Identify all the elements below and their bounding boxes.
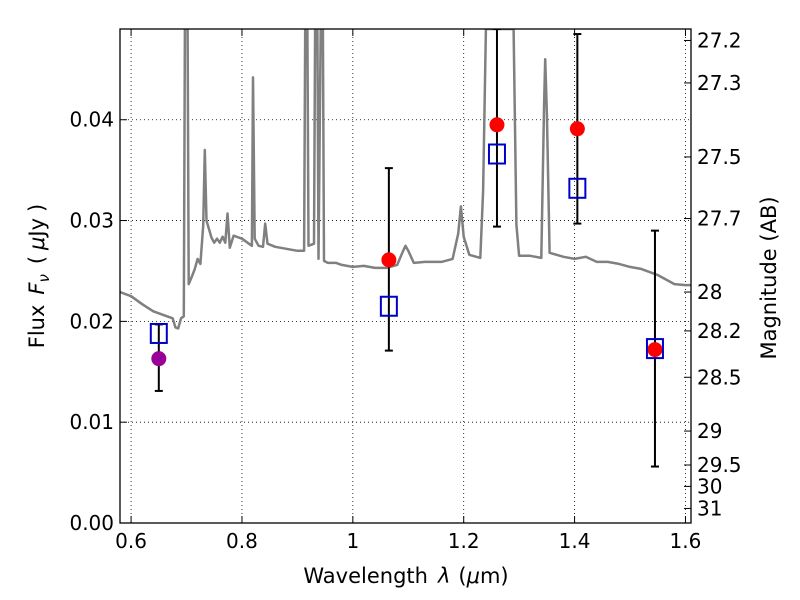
y-axis-label-symbol: F <box>25 282 49 295</box>
x-axis-label-open: ( <box>458 564 466 588</box>
right-tick-label: 29 <box>697 419 722 443</box>
x-axis-ticks: 0.6 0.8 1 1.2 1.4 1.6 <box>115 29 701 553</box>
y-tick-label: 0.02 <box>69 309 114 333</box>
y-tick-label: 0.00 <box>69 511 114 535</box>
y-axis-label-mu: μ <box>25 237 49 251</box>
spectrum-line <box>120 29 691 330</box>
y-tick-label: 0.01 <box>69 410 114 434</box>
y-axis-label-unit: Jy <box>25 218 49 239</box>
x-tick-label: 0.6 <box>115 529 147 553</box>
observed-point <box>489 117 505 133</box>
x-axis-label-mu: μ <box>466 564 480 588</box>
x-tick-label: 1.4 <box>559 529 591 553</box>
observed-points <box>151 117 663 367</box>
right-tick-label: 27.2 <box>697 28 742 52</box>
y-axis-label-open: ( <box>25 256 49 264</box>
right-tick-label: 31 <box>697 496 722 520</box>
model-point <box>149 322 168 344</box>
right-tick-label: 30 <box>697 474 722 498</box>
observed-point <box>151 351 167 367</box>
plot-frame <box>119 28 692 524</box>
x-tick-label: 1 <box>346 529 359 553</box>
x-tick-label: 0.8 <box>226 529 258 553</box>
y-axis-ticks: 0.00 0.01 0.02 0.03 0.04 <box>69 108 127 535</box>
x-axis-label: Wavelength λ (μm) <box>303 564 508 588</box>
y-axis-label-close: ) <box>25 204 49 212</box>
right-tick-label: 27.7 <box>697 207 742 231</box>
x-axis-label-unit: m) <box>480 564 509 588</box>
model-spectrum <box>120 29 691 330</box>
y-tick-label: 0.03 <box>69 209 114 233</box>
right-tick-label: 28.2 <box>697 319 742 343</box>
x-tick-label: 1.6 <box>670 529 702 553</box>
model-point <box>487 143 506 165</box>
x-tick-label: 1.2 <box>448 529 480 553</box>
y-axis-label: Flux Fν ( μJy) <box>25 204 53 349</box>
right-tick-label: 28 <box>697 280 722 304</box>
observed-point <box>381 252 397 268</box>
x-axis-label-prefix: Wavelength <box>303 564 428 588</box>
model-photometry-points <box>149 143 664 360</box>
model-point <box>645 338 664 360</box>
y-axis-label-subscript: ν <box>35 274 53 282</box>
grid <box>120 29 691 524</box>
observed-point <box>647 342 663 358</box>
model-point <box>379 295 398 317</box>
right-tick-label: 27.5 <box>697 145 742 169</box>
right-tick-label: 29.5 <box>697 453 742 477</box>
observed-point <box>569 121 585 137</box>
model-point <box>568 177 587 199</box>
right-tick-label: 28.5 <box>697 365 742 389</box>
y-tick-label: 0.04 <box>69 108 114 132</box>
right-axis-label: Magnitude (AB) <box>757 196 781 359</box>
y-axis-label-prefix: Flux <box>25 305 49 349</box>
right-tick-label: 27.3 <box>697 71 742 95</box>
x-axis-label-symbol: λ <box>437 564 450 588</box>
